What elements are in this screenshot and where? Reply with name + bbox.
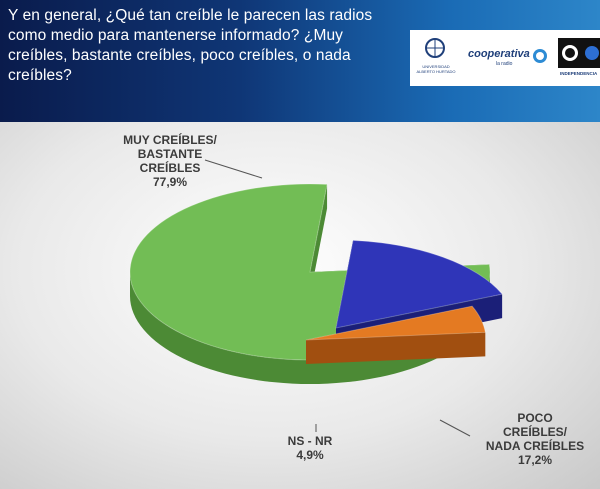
slice-label-line: BASTANTE [137, 147, 203, 161]
slice-wall [306, 332, 486, 364]
globe-icon [425, 38, 445, 58]
logo-strip: UNIVERSIDAD ALBERTO HURTADO cooperativa … [410, 30, 600, 86]
circle-emblem-icon [558, 38, 600, 68]
question-text: Y en general, ¿Qué tan creíble le parece… [8, 7, 373, 84]
cooperativa-logo [533, 49, 547, 63]
slice-top [335, 239, 504, 329]
slice-label-line: POCO [517, 411, 553, 425]
slice-label-line: MUY CREÍBLES/ [123, 133, 217, 147]
slice-label-line: NADA CREÍBLES [485, 439, 585, 453]
slice-value: 77,9% [152, 175, 188, 189]
slice-label-poco: POCO CREÍBLES/ NADA CREÍBLES 17,2% [470, 411, 600, 467]
slice-top [305, 305, 486, 341]
slice-value: 4,9% [296, 448, 324, 462]
slice-label-line: CREÍBLES/ [502, 425, 567, 439]
logos-svg [425, 38, 600, 68]
slice-label-line: NS - NR [287, 434, 333, 448]
leader-line [204, 159, 263, 179]
logo2-text: cooperativa [468, 48, 530, 60]
header-banner: Y en general, ¿Qué tan creíble le parece… [0, 0, 600, 122]
slice-label-muy: MUY CREÍBLES/ BASTANTE CREÍBLES 77,9% [95, 133, 245, 189]
logo1-text: UNIVERSIDAD ALBERTO HURTADO [416, 64, 456, 74]
logo2-sub: la radio [496, 61, 513, 67]
slice-wall [310, 184, 328, 296]
leader-line [439, 419, 471, 437]
pie-chart [129, 159, 504, 437]
logo3-text: INDEPENDENCIA [560, 71, 598, 76]
slice-label-line: CREÍBLES [139, 161, 201, 175]
slice-label-nsnr: NS - NR 4,9% [270, 434, 350, 462]
chart-area: MUY CREÍBLES/ BASTANTE CREÍBLES 77,9% PO… [0, 122, 600, 489]
slice-value: 17,2% [517, 453, 553, 467]
pie-slice [305, 305, 486, 364]
